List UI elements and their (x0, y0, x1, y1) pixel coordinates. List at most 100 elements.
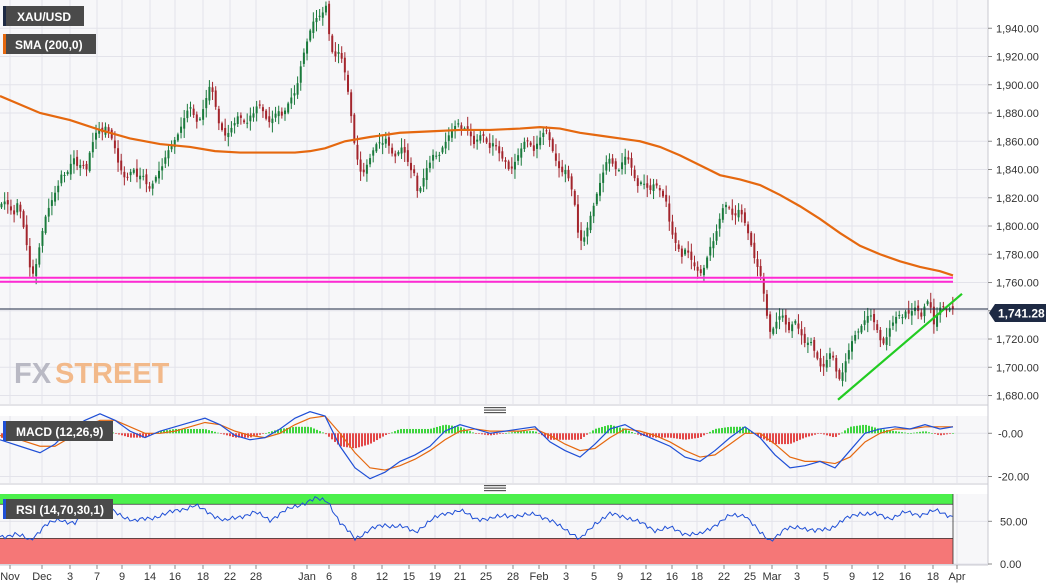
candle-body (403, 147, 406, 153)
macd-histogram-bar (388, 433, 390, 434)
macd-resize-handle[interactable] (484, 407, 506, 414)
candle-body (696, 266, 699, 271)
x-tick-label: Dec (32, 571, 52, 583)
candle-body (312, 21, 315, 33)
candle-body (765, 294, 768, 316)
x-tick-label: Mar (763, 571, 782, 583)
macd-histogram-bar (646, 433, 648, 437)
candle-body (406, 150, 409, 162)
candle-body (498, 146, 501, 154)
macd-histogram-bar (544, 433, 546, 437)
macd-histogram-bar (712, 430, 714, 434)
x-tick-label: 22 (224, 571, 236, 583)
x-tick-label: 3 (67, 571, 73, 583)
candle-body (501, 151, 504, 159)
macd-histogram-bar (565, 433, 567, 440)
candle-body (422, 177, 425, 187)
candle-body (195, 114, 198, 122)
macd-histogram-bar (538, 433, 540, 434)
x-tick-label: 9 (617, 571, 623, 583)
candle-body (936, 314, 939, 327)
last-price-tag: 1,741.28 (989, 304, 1046, 322)
macd-histogram-bar (499, 433, 501, 435)
macd-histogram-bar (904, 432, 906, 434)
candle-body (435, 155, 438, 157)
macd-histogram-bar (244, 433, 246, 438)
x-tick-label: 16 (666, 571, 678, 583)
panel-resize-handles (484, 407, 506, 492)
rsi-resize-handle[interactable] (484, 485, 506, 492)
macd-histogram-bar (934, 433, 936, 435)
macd-histogram-bar (616, 426, 618, 434)
macd-histogram-bar (268, 432, 270, 434)
y-tick-label: 1,760.00 (996, 278, 1039, 290)
x-tick-label: 25 (744, 571, 756, 583)
candle-body (740, 209, 743, 215)
candle-body (920, 312, 923, 317)
candle-body (236, 116, 239, 125)
candle-body (290, 97, 293, 104)
candle-body (649, 185, 652, 190)
y-tick-label: 1,920.00 (996, 52, 1039, 64)
candle-body (139, 175, 142, 180)
candle-body (608, 158, 611, 164)
legend-macd: MACD (12,26,9) (16, 425, 103, 439)
candle-body (655, 183, 658, 186)
macd-histogram-bar (265, 433, 267, 434)
macd-histogram-bar (715, 428, 717, 434)
x-tick-label: 15 (403, 571, 415, 583)
macd-histogram-bar (691, 433, 693, 439)
macd-histogram-bar (697, 433, 699, 438)
candle-body (419, 188, 422, 192)
candle-body (98, 128, 101, 134)
candle-body (520, 148, 523, 158)
x-tick-label: 14 (144, 571, 156, 583)
macd-histogram-bar (658, 433, 660, 438)
macd-histogram-bar (253, 433, 255, 437)
legend-rsi-bg (3, 499, 113, 519)
macd-histogram-bar (898, 431, 900, 434)
macd-histogram-bar (412, 428, 414, 434)
macd-histogram-bar (535, 431, 537, 434)
candle-body (888, 328, 891, 337)
macd-histogram-bar (259, 433, 261, 435)
macd-histogram-bar (574, 433, 576, 440)
macd-histogram-bar (604, 426, 606, 434)
rsi-overbought-zone (0, 494, 953, 505)
candle-body (129, 171, 132, 176)
macd-histogram-bar (316, 429, 318, 434)
candle-body (95, 132, 97, 140)
macd-histogram-bar (628, 430, 630, 434)
macd-histogram-bar (493, 433, 495, 435)
macd-panel-bg (0, 416, 988, 483)
candle-body (542, 132, 545, 137)
candle-body (454, 125, 457, 131)
candle-body (85, 163, 88, 170)
macd-histogram-bar (793, 433, 795, 443)
last-price-label: 1,741.28 (998, 307, 1045, 321)
macd-histogram-bar (736, 426, 738, 434)
candle-body (495, 145, 498, 147)
macd-histogram-bar (424, 428, 426, 434)
candle-body (756, 259, 759, 267)
candle-body (684, 249, 687, 255)
candle-body (551, 139, 554, 151)
macd-histogram-bar (688, 433, 690, 440)
macd-histogram-bar (826, 433, 828, 436)
macd-histogram-bar (142, 433, 144, 438)
macd-histogram-bar (796, 433, 798, 442)
macd-histogram-bar (202, 428, 204, 434)
macd-histogram-bar (220, 433, 222, 434)
candle-body (331, 35, 334, 52)
macd-histogram-bar (940, 433, 942, 436)
candle-body (715, 231, 718, 241)
macd-histogram-bar (364, 433, 366, 446)
macd-histogram-bar (850, 426, 852, 434)
candles (0, 0, 954, 387)
macd-histogram-bar (415, 428, 417, 434)
candle-body (599, 182, 601, 196)
candle-body (76, 156, 79, 166)
candle-body (233, 123, 236, 126)
macd-histogram-bar (748, 429, 750, 434)
x-tick-label: Nov (0, 571, 20, 583)
